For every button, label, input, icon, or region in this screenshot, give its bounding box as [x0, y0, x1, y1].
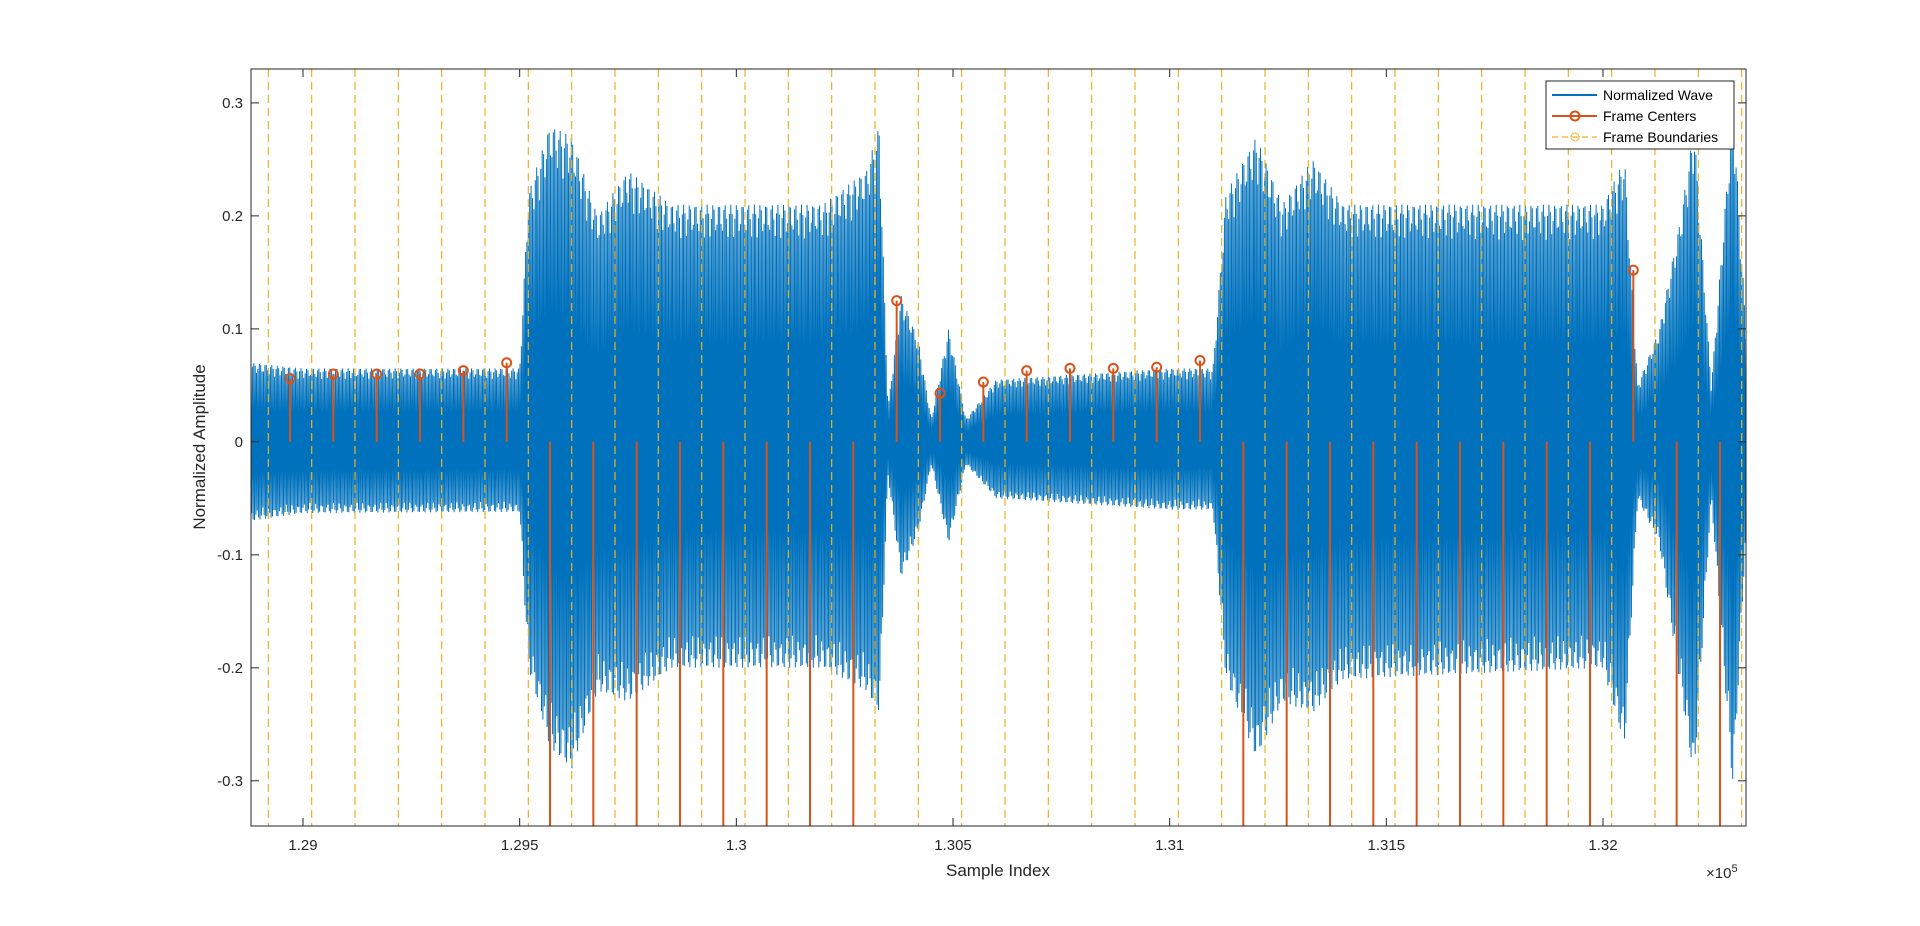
x-exponent: ×105 — [1706, 863, 1738, 882]
frame-center-marker — [327, 368, 339, 380]
boundary-layer — [267, 69, 1743, 826]
frame-center-marker — [414, 368, 426, 380]
frame-center-marker — [371, 368, 383, 380]
x-tick-label: 1.305 — [934, 837, 972, 854]
frame-center-marker — [891, 295, 903, 307]
x-tick-label: 1.32 — [1588, 837, 1617, 854]
y-tick-label: -0.3 — [217, 773, 243, 790]
legend-box — [1545, 80, 1735, 150]
wave-layer — [251, 117, 1746, 779]
x-tick-label: 1.31 — [1155, 837, 1184, 854]
y-tick-label: -0.1 — [217, 547, 243, 564]
plot-frame — [250, 68, 1747, 827]
x-tick-label: 1.29 — [288, 837, 317, 854]
frame-center-marker — [1194, 355, 1206, 367]
legend-boundaries-label: Frame Boundaries — [1603, 129, 1718, 145]
frame-center-marker — [1021, 365, 1033, 377]
x-tick-label: 1.3 — [726, 837, 747, 854]
x-exponent-base: ×10 — [1706, 865, 1731, 882]
tick-layer: 1.29 1.295 1.3 1.305 1.31 1.315 1.32 -0.3 -0.2 -0… — [217, 69, 1746, 854]
legend-boundaries-marker — [1570, 132, 1580, 142]
x-exponent-power: 5 — [1731, 863, 1737, 875]
frame-center-marker — [501, 357, 513, 369]
y-tick-label: -0.2 — [217, 660, 243, 677]
x-axis-label: Sample Index — [946, 861, 1050, 880]
normalized-wave-line — [251, 117, 1746, 779]
y-tick-label: 0.1 — [222, 321, 243, 338]
frame-center-marker — [1627, 264, 1639, 276]
y-axis-label: Normalized Amplitude — [190, 364, 209, 529]
x-tick-label: 1.295 — [501, 837, 539, 854]
legend: Normalized Wave Frame Centers Frame Boun… — [1545, 80, 1735, 150]
frame-center-marker — [1107, 362, 1119, 374]
frame-center-marker — [977, 376, 989, 388]
frame-center-marker — [1064, 362, 1076, 374]
legend-wave-label: Normalized Wave — [1603, 87, 1713, 103]
legend-centers-marker — [1569, 110, 1581, 122]
y-tick-label: 0.3 — [222, 95, 243, 112]
frame-center-marker — [934, 387, 946, 399]
frame-center-marker — [284, 373, 296, 385]
legend-centers-label: Frame Centers — [1603, 108, 1696, 124]
frame-center-marker — [1151, 361, 1163, 373]
stem-layer — [284, 264, 1721, 826]
frame-center-marker — [457, 365, 469, 377]
y-tick-label: 0.2 — [222, 208, 243, 225]
x-tick-label: 1.315 — [1368, 837, 1406, 854]
y-tick-label: 0 — [235, 434, 243, 451]
